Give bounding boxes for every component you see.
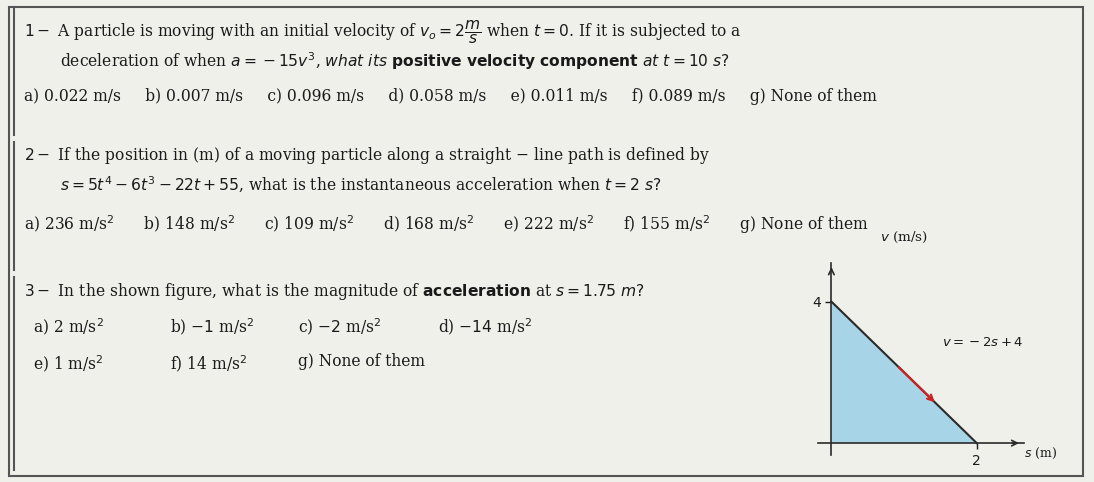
- Text: $s$ (m): $s$ (m): [1024, 446, 1057, 461]
- Text: g) None of them: g) None of them: [298, 353, 424, 370]
- Text: $v = -2s + 4$: $v = -2s + 4$: [942, 336, 1024, 349]
- Text: deceleration of when $a = -15v^3$, $\it{what\ its}$ $\mathbf{positive\ velocity\: deceleration of when $a = -15v^3$, $\it{…: [60, 51, 730, 72]
- Text: $s = 5t^4 - 6t^3 - 22t + 55$, what is the instantaneous acceleration when $t = 2: $s = 5t^4 - 6t^3 - 22t + 55$, what is th…: [60, 175, 662, 195]
- Text: b) $-1$ m/s$^2$: b) $-1$ m/s$^2$: [170, 316, 254, 336]
- Text: $1-$ A particle is moving with an initial velocity of $v_o = 2\dfrac{m}{s}$ when: $1-$ A particle is moving with an initia…: [24, 19, 742, 46]
- Text: d) $-14$ m/s$^2$: d) $-14$ m/s$^2$: [438, 316, 532, 336]
- Text: $v$ (m/s): $v$ (m/s): [880, 230, 928, 245]
- Text: e) 1 m/s$^2$: e) 1 m/s$^2$: [33, 353, 104, 374]
- Text: $2-$ If the position in (m) of a moving particle along a straight $-$ line path : $2-$ If the position in (m) of a moving …: [24, 145, 710, 166]
- Text: a) 2 m/s$^2$: a) 2 m/s$^2$: [33, 316, 104, 336]
- Text: $3-$ In the shown figure, what is the magnitude of $\mathbf{acceleration}$ at $s: $3-$ In the shown figure, what is the ma…: [24, 281, 645, 302]
- Text: a) 236 m/s$^2$      b) 148 m/s$^2$      c) 109 m/s$^2$      d) 168 m/s$^2$      : a) 236 m/s$^2$ b) 148 m/s$^2$ c) 109 m/s…: [24, 213, 869, 236]
- Text: a) 0.022 m/s     b) 0.007 m/s     c) 0.096 m/s     d) 0.058 m/s     e) 0.011 m/s: a) 0.022 m/s b) 0.007 m/s c) 0.096 m/s d…: [24, 88, 877, 105]
- Polygon shape: [831, 302, 977, 443]
- Text: f) 14 m/s$^2$: f) 14 m/s$^2$: [170, 353, 247, 374]
- Text: c) $-2$ m/s$^2$: c) $-2$ m/s$^2$: [298, 316, 381, 336]
